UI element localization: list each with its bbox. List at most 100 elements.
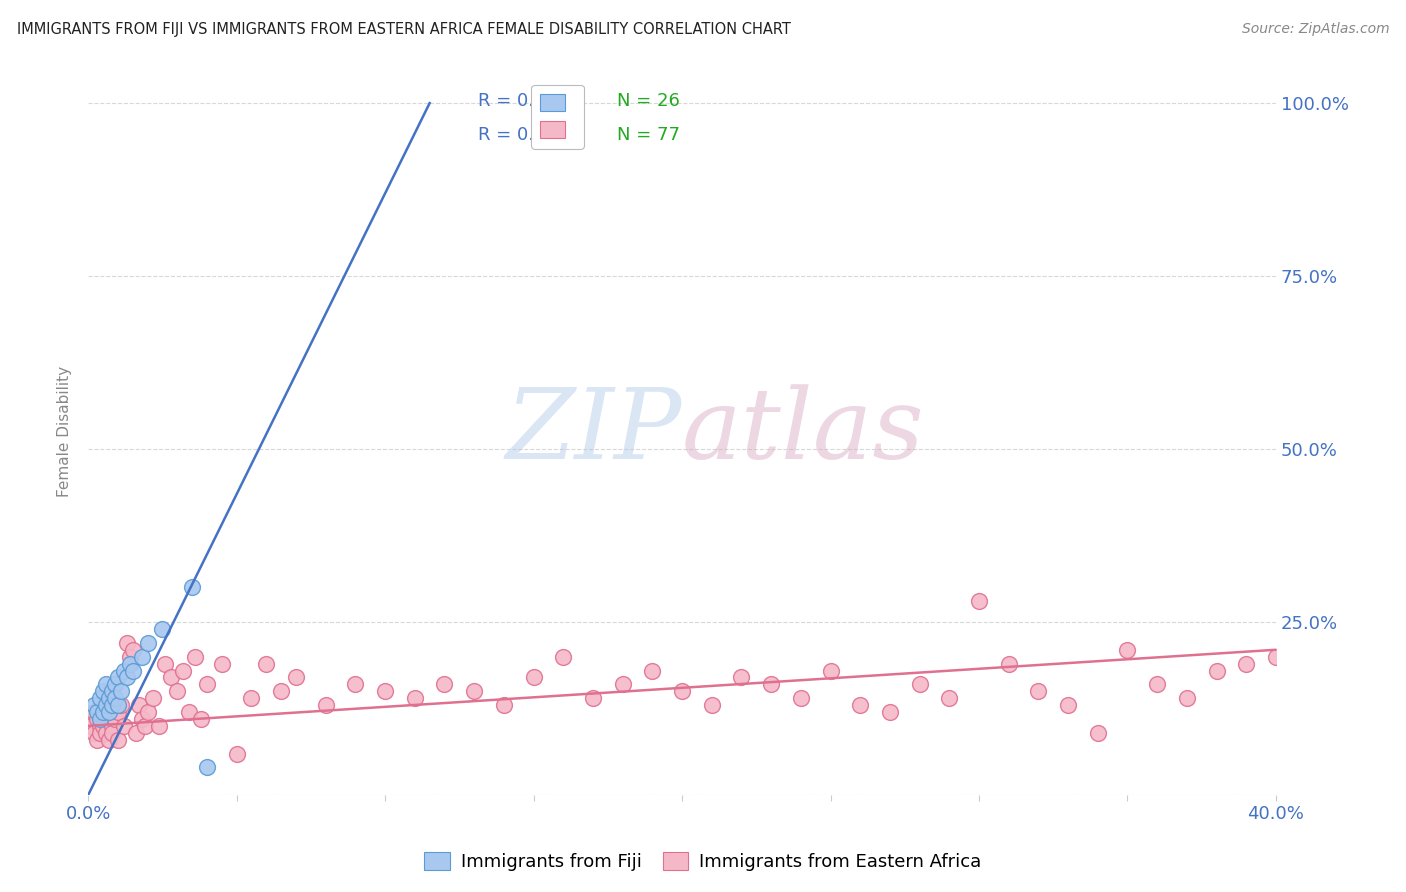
Point: [136, 636, 159, 650]
Point: [101, 726, 124, 740]
Point: [97, 698, 120, 712]
Point: [136, 705, 159, 719]
Point: [1087, 726, 1109, 740]
Point: [118, 657, 141, 671]
Point: [179, 705, 201, 719]
Point: [315, 698, 337, 712]
Point: [107, 670, 129, 684]
Point: [790, 691, 813, 706]
Point: [89, 691, 111, 706]
Point: [142, 691, 165, 706]
Point: [879, 705, 901, 719]
Point: [83, 705, 105, 719]
Point: [184, 649, 207, 664]
Point: [83, 698, 105, 712]
Point: [94, 726, 117, 740]
Point: [553, 649, 575, 664]
Point: [86, 732, 108, 747]
Legend: Immigrants from Fiji, Immigrants from Eastern Africa: Immigrants from Fiji, Immigrants from Ea…: [418, 846, 988, 879]
Point: [91, 684, 114, 698]
Point: [107, 732, 129, 747]
Point: [94, 712, 117, 726]
Point: [110, 698, 132, 712]
Point: [101, 684, 124, 698]
Point: [80, 719, 103, 733]
Point: [190, 712, 212, 726]
Point: [104, 677, 127, 691]
Point: [1175, 691, 1198, 706]
Point: [374, 684, 396, 698]
Point: [730, 670, 752, 684]
Point: [118, 649, 141, 664]
Point: [195, 760, 218, 774]
Point: [101, 698, 124, 712]
Point: [121, 664, 143, 678]
Text: N = 77: N = 77: [617, 127, 679, 145]
Point: [110, 684, 132, 698]
Point: [166, 684, 188, 698]
Point: [463, 684, 485, 698]
Point: [404, 691, 426, 706]
Point: [997, 657, 1019, 671]
Text: IMMIGRANTS FROM FIJI VS IMMIGRANTS FROM EASTERN AFRICA FEMALE DISABILITY CORRELA: IMMIGRANTS FROM FIJI VS IMMIGRANTS FROM …: [17, 22, 790, 37]
Point: [148, 719, 170, 733]
Text: Source: ZipAtlas.com: Source: ZipAtlas.com: [1241, 22, 1389, 37]
Point: [124, 726, 146, 740]
Point: [91, 719, 114, 733]
Text: atlas: atlas: [682, 384, 925, 479]
Point: [1205, 664, 1227, 678]
Point: [131, 712, 153, 726]
Point: [97, 705, 120, 719]
Point: [128, 698, 150, 712]
Y-axis label: Female Disability: Female Disability: [58, 367, 72, 498]
Point: [225, 747, 247, 761]
Point: [700, 698, 723, 712]
Point: [1265, 649, 1288, 664]
Point: [94, 698, 117, 712]
Point: [908, 677, 931, 691]
Point: [270, 684, 292, 698]
Point: [94, 677, 117, 691]
Point: [101, 719, 124, 733]
Point: [115, 636, 138, 650]
Point: [1028, 684, 1050, 698]
Point: [86, 705, 108, 719]
Point: [121, 642, 143, 657]
Point: [112, 719, 135, 733]
Point: [240, 691, 263, 706]
Point: [83, 726, 105, 740]
Point: [97, 691, 120, 706]
Point: [285, 670, 308, 684]
Point: [612, 677, 634, 691]
Point: [112, 664, 135, 678]
Point: [849, 698, 872, 712]
Point: [671, 684, 693, 698]
Point: [155, 657, 177, 671]
Point: [582, 691, 605, 706]
Point: [1116, 642, 1139, 657]
Point: [172, 664, 194, 678]
Point: [107, 705, 129, 719]
Point: [89, 712, 111, 726]
Point: [150, 622, 173, 636]
Point: [104, 712, 127, 726]
Point: [89, 726, 111, 740]
Point: [107, 698, 129, 712]
Point: [820, 664, 842, 678]
Legend: , : ,: [531, 85, 583, 149]
Point: [641, 664, 664, 678]
Point: [938, 691, 960, 706]
Point: [160, 670, 183, 684]
Point: [91, 705, 114, 719]
Point: [181, 581, 204, 595]
Point: [1234, 657, 1257, 671]
Point: [967, 594, 990, 608]
Point: [131, 649, 153, 664]
Point: [211, 657, 233, 671]
Point: [523, 670, 546, 684]
Point: [759, 677, 782, 691]
Point: [195, 677, 218, 691]
Point: [89, 719, 111, 733]
Point: [104, 691, 127, 706]
Text: R = 0.297: R = 0.297: [478, 127, 568, 145]
